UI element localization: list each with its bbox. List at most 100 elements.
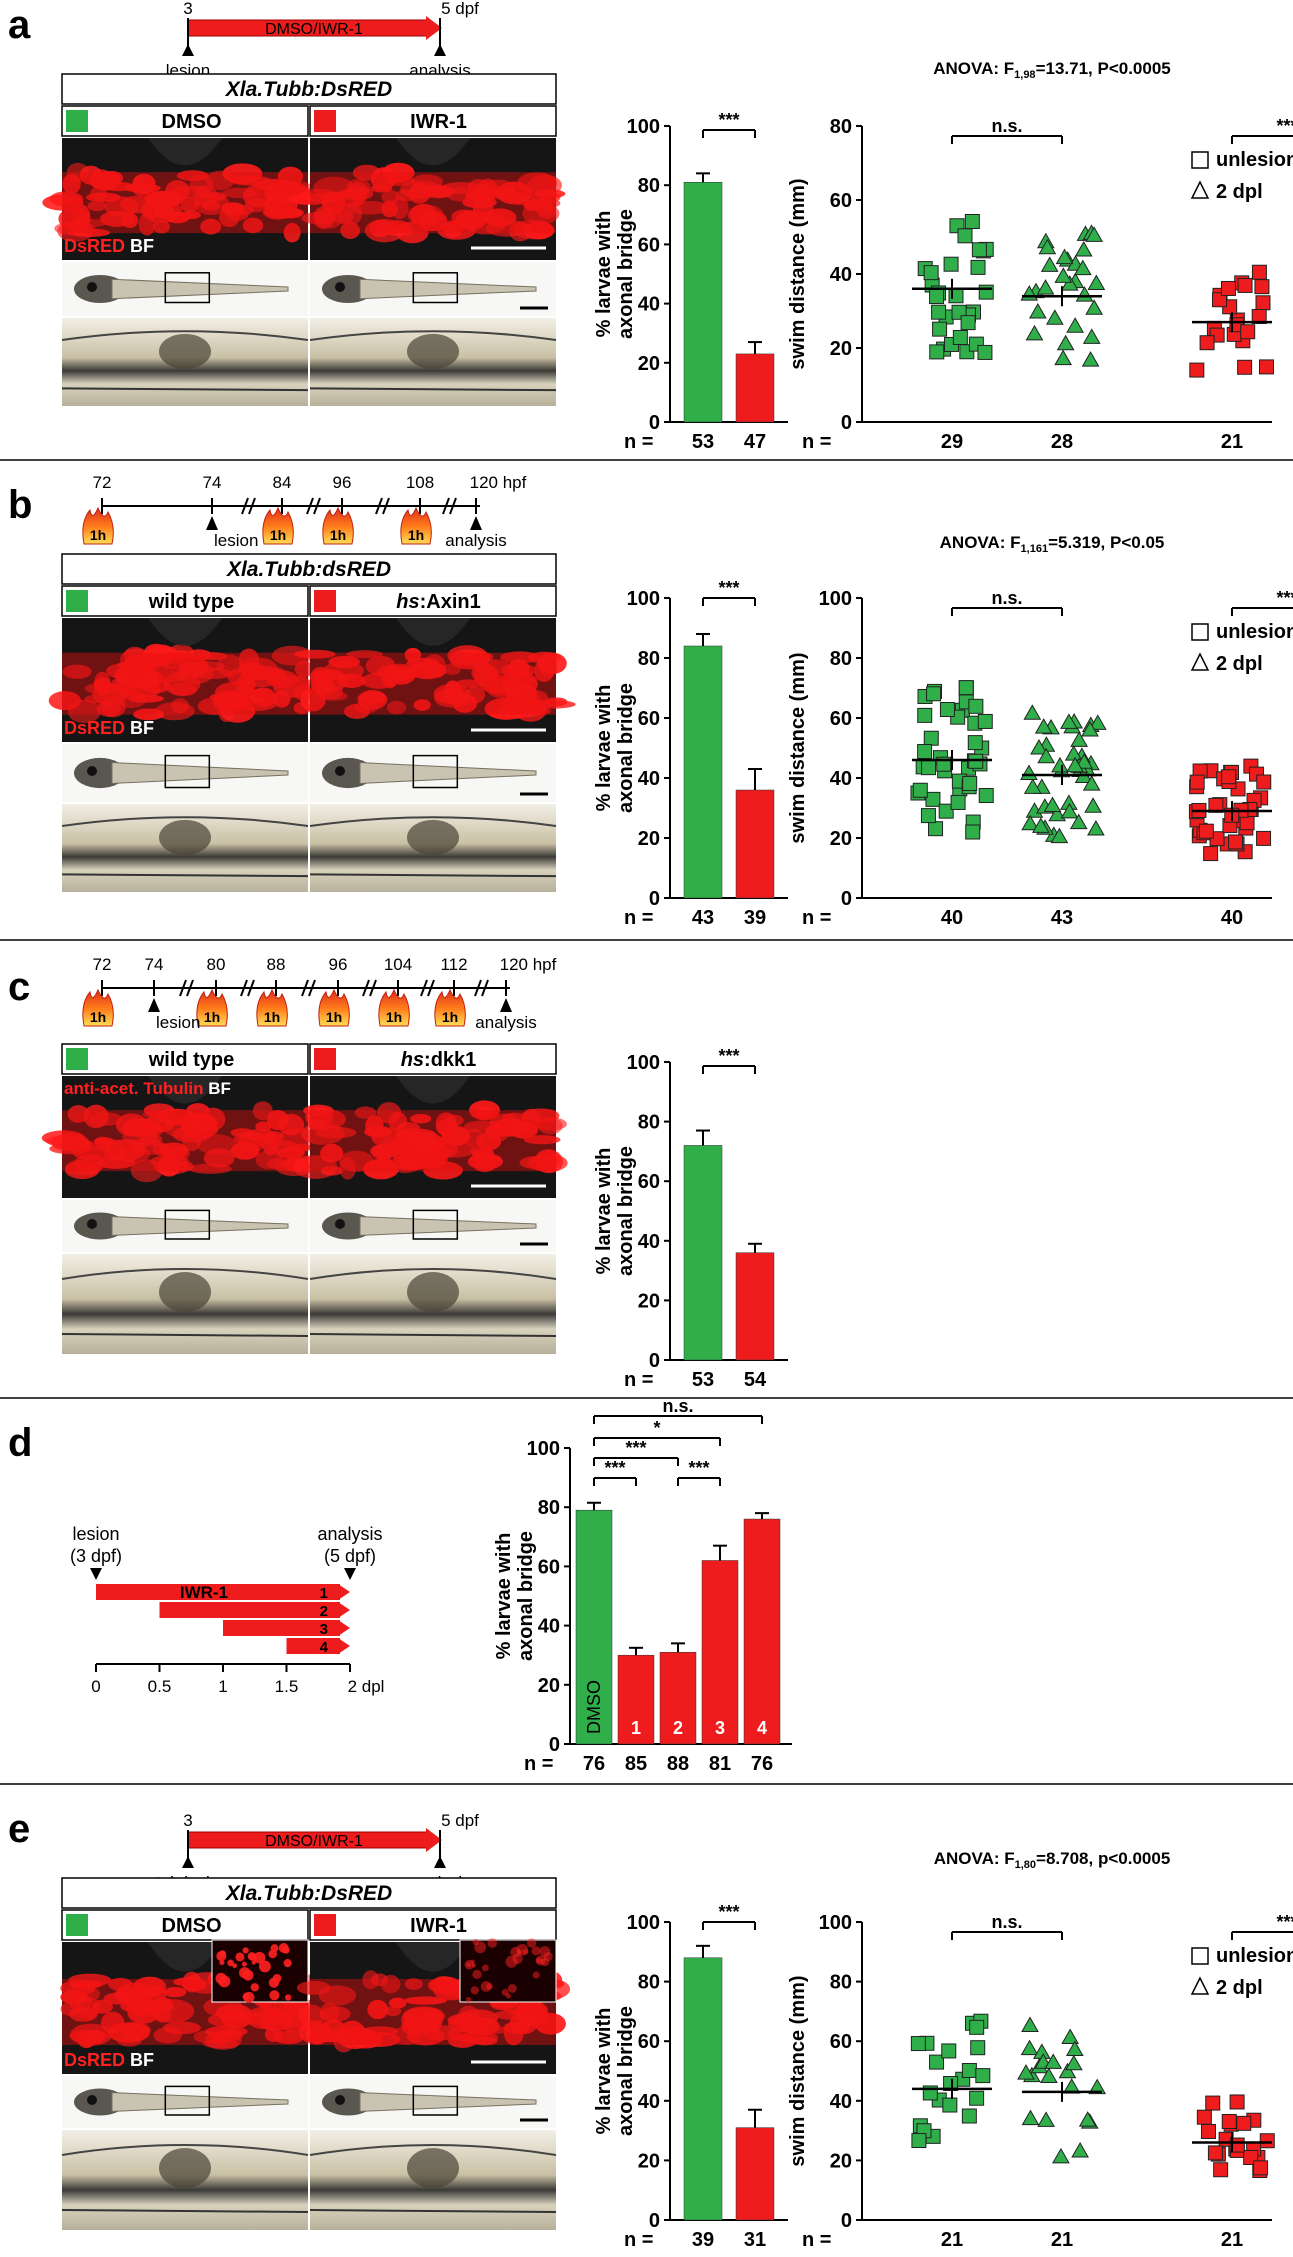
condition-header-right <box>309 1909 557 1941</box>
y-axis-label-line2: axonal bridge <box>615 2006 637 2136</box>
data-point <box>978 788 994 804</box>
condition-swatch-red <box>314 590 336 612</box>
fluorescence-signal <box>370 1143 400 1159</box>
fluorescence-signal <box>68 1973 112 1987</box>
n-prefix: n = <box>802 431 831 453</box>
condition-swatch-red <box>314 1914 336 1936</box>
fluorescence-signal <box>70 2023 113 2046</box>
data-point <box>1085 226 1103 242</box>
tissue-edge <box>61 873 309 878</box>
anova-stat: =13.71, P<0.0005 <box>1036 59 1171 78</box>
fluorescence-signal <box>509 221 532 242</box>
lesion-arrow <box>182 44 194 56</box>
data-point <box>929 344 945 360</box>
fluorescence-signal <box>87 200 107 212</box>
legend-triangle-icon <box>1190 180 1210 199</box>
n-value: 53 <box>692 431 714 453</box>
lesion-arrow <box>148 998 160 1012</box>
zoom-box <box>164 2085 211 2116</box>
fluorescence-signal <box>230 1128 255 1138</box>
bar <box>701 1560 739 1745</box>
overlay-channel-bf: BF <box>130 718 154 738</box>
heat-label: 1h <box>442 1009 458 1025</box>
bar <box>735 789 775 899</box>
fluorescence-signal <box>67 699 102 724</box>
timeline-tick-label: 84 <box>273 473 292 492</box>
fluorescence-signal <box>93 671 111 696</box>
data-point <box>968 753 984 769</box>
data-point <box>917 743 933 759</box>
y-tick-label: 20 <box>638 828 660 850</box>
data-point <box>1050 827 1069 844</box>
larva-body <box>359 762 537 784</box>
schema-row-label: 4 <box>320 1639 329 1656</box>
heat-label: 1h <box>264 1009 280 1025</box>
axis-break <box>179 979 187 997</box>
treatment-arrowhead <box>426 1828 442 1852</box>
fluorescence-signal <box>95 1156 136 1169</box>
legend-label: 2 dpl <box>1216 181 1263 203</box>
y-axis-label: % larvae withaxonal bridge <box>493 1531 537 1661</box>
fluorescence-signal <box>153 1160 190 1175</box>
legend-square-icon <box>1191 151 1209 169</box>
fluorescence-signal <box>465 686 485 704</box>
fluorescence-signal <box>62 664 92 679</box>
larva-eye <box>87 766 97 776</box>
data-point <box>917 707 933 723</box>
fluorescence-signal <box>422 654 446 678</box>
fluorescence-signal <box>42 194 84 211</box>
fluorescence-signal <box>346 650 383 659</box>
fluorescence-signal <box>534 2012 566 2035</box>
fluorescence-signal <box>537 652 567 675</box>
n-prefix: n = <box>624 431 653 453</box>
inset-signal <box>539 1945 551 1957</box>
panel-letter-b: b <box>8 483 32 527</box>
data-point <box>1084 797 1102 813</box>
condition-swatch-green <box>66 1048 88 1070</box>
data-point <box>1229 2094 1245 2110</box>
timeline-tick-label: 80 <box>207 955 226 974</box>
y-tick-label: 100 <box>627 1052 660 1074</box>
data-point <box>1082 328 1101 344</box>
y-tick-label: 20 <box>638 353 660 375</box>
data-point <box>1048 805 1067 822</box>
fluorescence-signal <box>448 2034 478 2048</box>
treatment-bar <box>159 1602 340 1618</box>
fluorescence-signal <box>390 196 409 220</box>
y-tick-label: 20 <box>830 2150 852 2172</box>
bar <box>617 1654 655 1745</box>
axis-break <box>301 979 309 997</box>
inset-signal <box>242 1947 249 1954</box>
inset-signal <box>250 1983 260 1992</box>
image-title: Xla.Tubb:dsRED <box>226 558 391 581</box>
fluorescence-band <box>310 172 556 234</box>
schema-tick-label: 1.5 <box>275 1677 299 1696</box>
y-tick-label: 80 <box>638 648 660 670</box>
fluorescence-signal <box>457 2005 480 2029</box>
bar <box>735 2127 775 2221</box>
overlay-channel-red: anti-acet. Tubulin <box>64 1079 208 1098</box>
condition-right-prefix: hs <box>396 591 419 613</box>
n-prefix: n = <box>802 2229 831 2251</box>
data-point <box>1070 731 1088 747</box>
y-tick-label: 80 <box>830 116 852 138</box>
schema-row-label: 3 <box>320 1621 328 1638</box>
anova-prefix: ANOVA: F <box>934 1849 1015 1868</box>
fluorescence-signal <box>200 218 222 235</box>
fluorescence-signal <box>364 1125 393 1138</box>
fluorescence-band <box>62 1110 308 1172</box>
condition-swatch-green <box>66 110 88 132</box>
condition-left-label: wild type <box>148 591 235 613</box>
fluorescence-signal <box>104 196 139 218</box>
y-axis-label-line1: % larvae with <box>493 1533 515 1660</box>
lesion-site <box>148 618 222 646</box>
fluorescence-signal <box>389 1155 421 1174</box>
condition-right-name: :Axin1 <box>420 591 481 613</box>
n-prefix: n = <box>624 907 653 929</box>
heat-shock-icon: 1h <box>82 988 114 1027</box>
data-point <box>1031 817 1050 833</box>
fluorescence-signal <box>320 1166 343 1176</box>
data-point <box>1200 2123 1216 2139</box>
condition-right-label: IWR-1 <box>410 1915 467 1937</box>
fluorescence-signal <box>159 1142 189 1160</box>
